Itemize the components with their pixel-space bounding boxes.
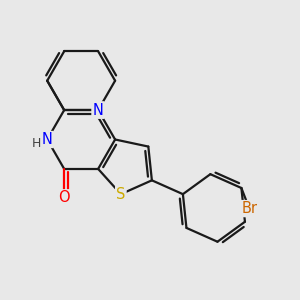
Text: N: N [42,132,52,147]
Text: H: H [31,137,41,150]
Text: S: S [116,187,125,202]
Text: N: N [93,103,104,118]
Text: O: O [58,190,70,205]
Text: N: N [93,103,104,118]
Text: Br: Br [241,201,257,216]
